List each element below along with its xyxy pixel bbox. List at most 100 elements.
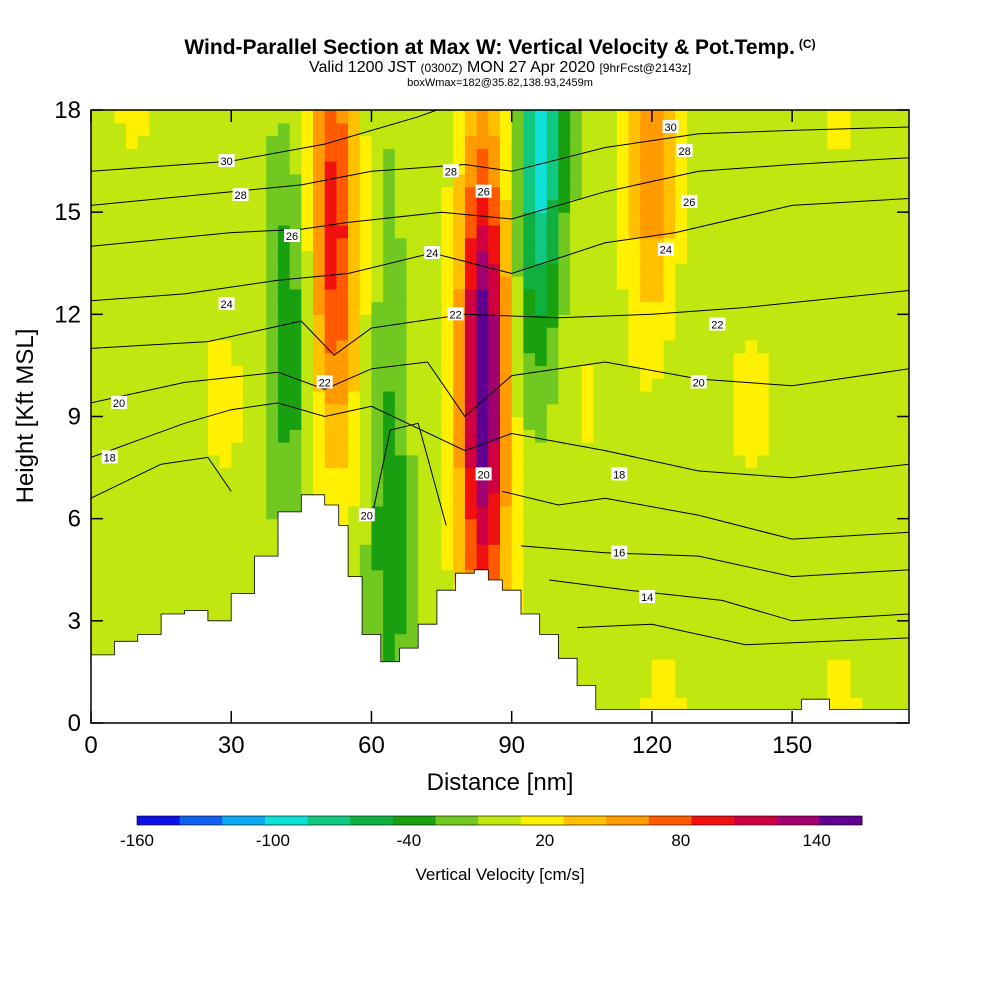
- velocity-cell: [616, 110, 630, 124]
- velocity-cell: [862, 327, 875, 341]
- velocity-cell: [757, 110, 770, 124]
- velocity-cell: [336, 212, 349, 226]
- velocity-cell: [628, 505, 641, 520]
- velocity-cell: [838, 237, 852, 252]
- velocity-cell: [768, 646, 782, 660]
- velocity-cell: [850, 608, 863, 622]
- velocity-cell: [523, 327, 536, 341]
- velocity-cell: [114, 122, 127, 137]
- velocity-cell: [114, 595, 127, 609]
- velocity-cell: [371, 544, 384, 558]
- velocity-cell: [184, 505, 197, 520]
- velocity-cell: [394, 173, 408, 188]
- velocity-cell: [628, 135, 641, 149]
- velocity-cell: [803, 173, 817, 188]
- velocity-cell: [757, 518, 770, 533]
- velocity-cell: [453, 378, 466, 392]
- velocity-cell: [500, 301, 513, 315]
- velocity-cell: [172, 595, 186, 609]
- velocity-cell: [651, 378, 665, 392]
- velocity-cell: [827, 161, 840, 175]
- velocity-cell: [231, 556, 244, 571]
- velocity-cell: [651, 352, 665, 367]
- isentrope-label: 26: [681, 194, 698, 209]
- velocity-cell: [219, 314, 232, 328]
- velocity-cell: [605, 595, 618, 609]
- velocity-cell: [862, 531, 875, 545]
- velocity-cell: [324, 454, 337, 469]
- velocity-cell: [464, 186, 478, 200]
- velocity-cell: [628, 110, 641, 124]
- velocity-cell: [768, 135, 782, 149]
- velocity-cell: [745, 173, 758, 188]
- velocity-cell: [757, 186, 770, 200]
- velocity-cell: [476, 122, 489, 137]
- velocity-cell: [605, 416, 618, 430]
- velocity-cell: [745, 518, 758, 533]
- velocity-cell: [196, 531, 209, 545]
- velocity-cell: [184, 556, 197, 571]
- velocity-cell: [780, 454, 793, 469]
- velocity-cell: [546, 454, 560, 469]
- velocity-cell: [172, 314, 186, 328]
- velocity-cell: [383, 531, 396, 545]
- velocity-cell: [815, 518, 828, 533]
- velocity-cell: [581, 314, 595, 328]
- velocity-cell: [277, 212, 291, 226]
- velocity-cell: [605, 148, 618, 162]
- velocity-cell: [838, 250, 852, 264]
- velocity-cell: [628, 288, 641, 303]
- velocity-cell: [780, 327, 793, 341]
- velocity-cell: [757, 301, 770, 315]
- velocity-cell: [453, 339, 466, 354]
- velocity-cell: [628, 595, 641, 609]
- isentrope-line: [91, 361, 909, 418]
- velocity-cell: [651, 531, 665, 545]
- velocity-cell: [628, 224, 641, 239]
- velocity-cell: [242, 339, 256, 354]
- velocity-cell: [149, 122, 162, 137]
- velocity-cell: [628, 556, 641, 571]
- velocity-cell: [313, 173, 326, 188]
- velocity-cell: [593, 224, 606, 239]
- velocity-cell: [313, 263, 326, 277]
- velocity-cell: [581, 671, 595, 686]
- velocity-cell: [172, 148, 186, 162]
- velocity-cell: [114, 569, 127, 584]
- isentrope-label: 20: [690, 375, 707, 389]
- velocity-cell: [137, 556, 151, 571]
- velocity-cell: [780, 173, 793, 188]
- velocity-cell: [371, 148, 384, 162]
- velocity-cell: [429, 288, 443, 303]
- velocity-cell: [161, 173, 174, 188]
- isentrope-label-text: 24: [660, 245, 672, 257]
- velocity-cell: [324, 288, 337, 303]
- velocity-cell: [523, 148, 536, 162]
- velocity-cell: [535, 339, 548, 354]
- velocity-cell: [792, 416, 805, 430]
- velocity-cell: [581, 390, 595, 405]
- velocity-cell: [242, 161, 256, 175]
- velocity-cell: [418, 480, 431, 494]
- velocity-cell: [885, 314, 898, 328]
- velocity-cell: [219, 378, 232, 392]
- velocity-cell: [464, 327, 478, 341]
- velocity-cell: [383, 390, 396, 405]
- velocity-cell: [523, 186, 536, 200]
- velocity-cell: [873, 454, 887, 469]
- velocity-cell: [570, 135, 583, 149]
- velocity-cell: [184, 352, 197, 367]
- velocity-cell: [698, 429, 711, 443]
- velocity-cell: [313, 390, 326, 405]
- velocity-cell: [745, 620, 758, 635]
- velocity-cell: [359, 556, 373, 571]
- velocity-cell: [383, 480, 396, 494]
- velocity-cell: [581, 352, 595, 367]
- velocity-cell: [149, 403, 162, 418]
- velocity-cell: [838, 467, 852, 481]
- velocity-cell: [126, 161, 139, 175]
- velocity-cell: [698, 697, 711, 711]
- velocity-cell: [371, 403, 384, 418]
- velocity-cell: [616, 454, 630, 469]
